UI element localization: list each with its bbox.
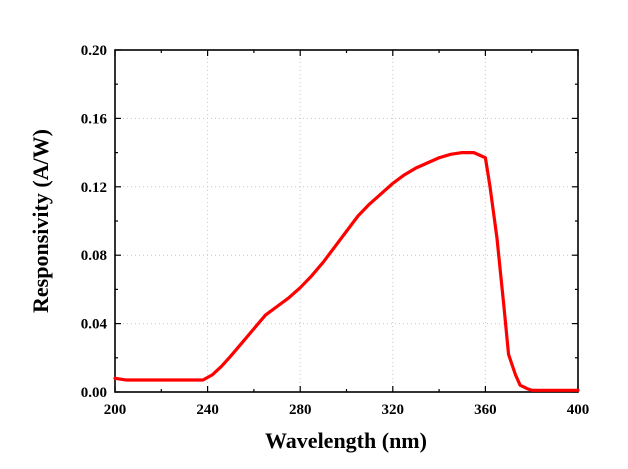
x-tick-label: 240 (196, 402, 219, 418)
y-tick-label: 0.16 (81, 111, 108, 127)
series-layer (113, 151, 580, 392)
y-tick-label: 0.00 (81, 385, 107, 401)
x-tick-label: 360 (474, 402, 497, 418)
x-tick-label: 280 (289, 402, 312, 418)
tick-label-layer: 200 240 280 320 360 400 0.00 0.04 0.08 0.12 0.16 0.… (81, 43, 590, 418)
series-line-responsivity (113, 151, 580, 392)
grid-layer (115, 50, 578, 392)
x-tick-label: 400 (567, 402, 590, 418)
plot-frame (114, 49, 579, 393)
y-tick-label: 0.12 (81, 180, 107, 196)
x-tick-label: 200 (104, 402, 127, 418)
y-axis-title: Responsivity (A/W) (28, 129, 53, 313)
y-tick-label: 0.20 (81, 43, 107, 59)
y-tick-label: 0.04 (81, 317, 108, 333)
y-tick-label: 0.08 (81, 248, 107, 264)
x-axis-title: Wavelength (nm) (265, 428, 427, 453)
x-tick-label: 320 (382, 402, 405, 418)
